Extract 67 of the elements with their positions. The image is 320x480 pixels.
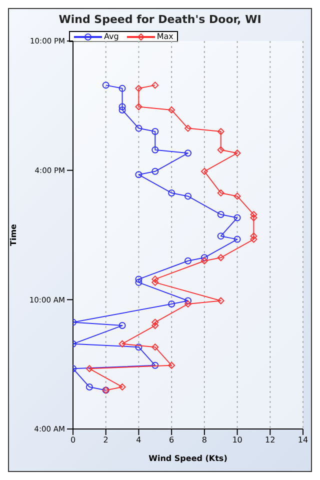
point: [152, 276, 159, 283]
x-tick-label: 6: [169, 436, 174, 445]
point: [86, 365, 93, 372]
point: [184, 150, 192, 157]
point: [118, 103, 126, 110]
point: [184, 124, 192, 132]
point: [135, 344, 142, 351]
x-tick-label: 10: [232, 436, 242, 445]
legend-label: Avg: [104, 32, 119, 41]
point: [102, 82, 110, 89]
point: [234, 150, 241, 157]
point: [118, 84, 126, 92]
chart-title: Wind Speed for Death's Door, WI: [58, 13, 262, 26]
point: [168, 362, 176, 369]
point: [118, 340, 126, 348]
x-tick-label: 4: [136, 436, 142, 445]
point: [250, 232, 258, 240]
point: [118, 106, 126, 114]
point: [184, 257, 192, 264]
x-tick-label: 14: [298, 436, 308, 445]
point: [152, 344, 159, 351]
point: [217, 232, 224, 240]
point: [200, 168, 208, 175]
point: [168, 106, 176, 114]
point: [250, 211, 258, 218]
point: [152, 322, 159, 330]
x-tick-label: 12: [265, 436, 276, 445]
point: [217, 128, 224, 136]
point: [168, 300, 176, 308]
point: [118, 383, 126, 390]
point: [217, 254, 224, 262]
point: [217, 146, 224, 154]
y-axis-title: Time: [8, 223, 18, 246]
point: [152, 146, 159, 154]
point: [118, 322, 126, 330]
point: [152, 278, 159, 286]
point: [135, 276, 142, 283]
point: [234, 214, 241, 222]
point: [135, 171, 142, 178]
point: [152, 168, 159, 175]
point: [152, 128, 159, 136]
point: [250, 236, 258, 243]
point: [152, 362, 159, 369]
point: [217, 211, 224, 218]
point: [184, 192, 192, 200]
point: [200, 257, 208, 264]
legend-label: Max: [156, 32, 174, 41]
point: [234, 236, 241, 243]
x-axis-title: Wind Speed (Kts): [148, 454, 228, 463]
point: [168, 189, 176, 196]
point: [184, 297, 192, 304]
point: [135, 103, 142, 110]
point: [200, 254, 208, 262]
x-tick-label: 0: [70, 436, 76, 445]
point: [152, 82, 159, 89]
point: [135, 278, 142, 286]
point: [217, 297, 224, 304]
point: [152, 318, 159, 326]
point: [217, 189, 224, 196]
point: [135, 84, 142, 92]
point: [135, 124, 142, 132]
point: [250, 214, 258, 222]
x-tick-label: 8: [202, 436, 207, 445]
x-tick-label: 2: [103, 436, 108, 445]
point: [86, 383, 93, 390]
point: [234, 192, 241, 200]
point: [184, 300, 192, 308]
